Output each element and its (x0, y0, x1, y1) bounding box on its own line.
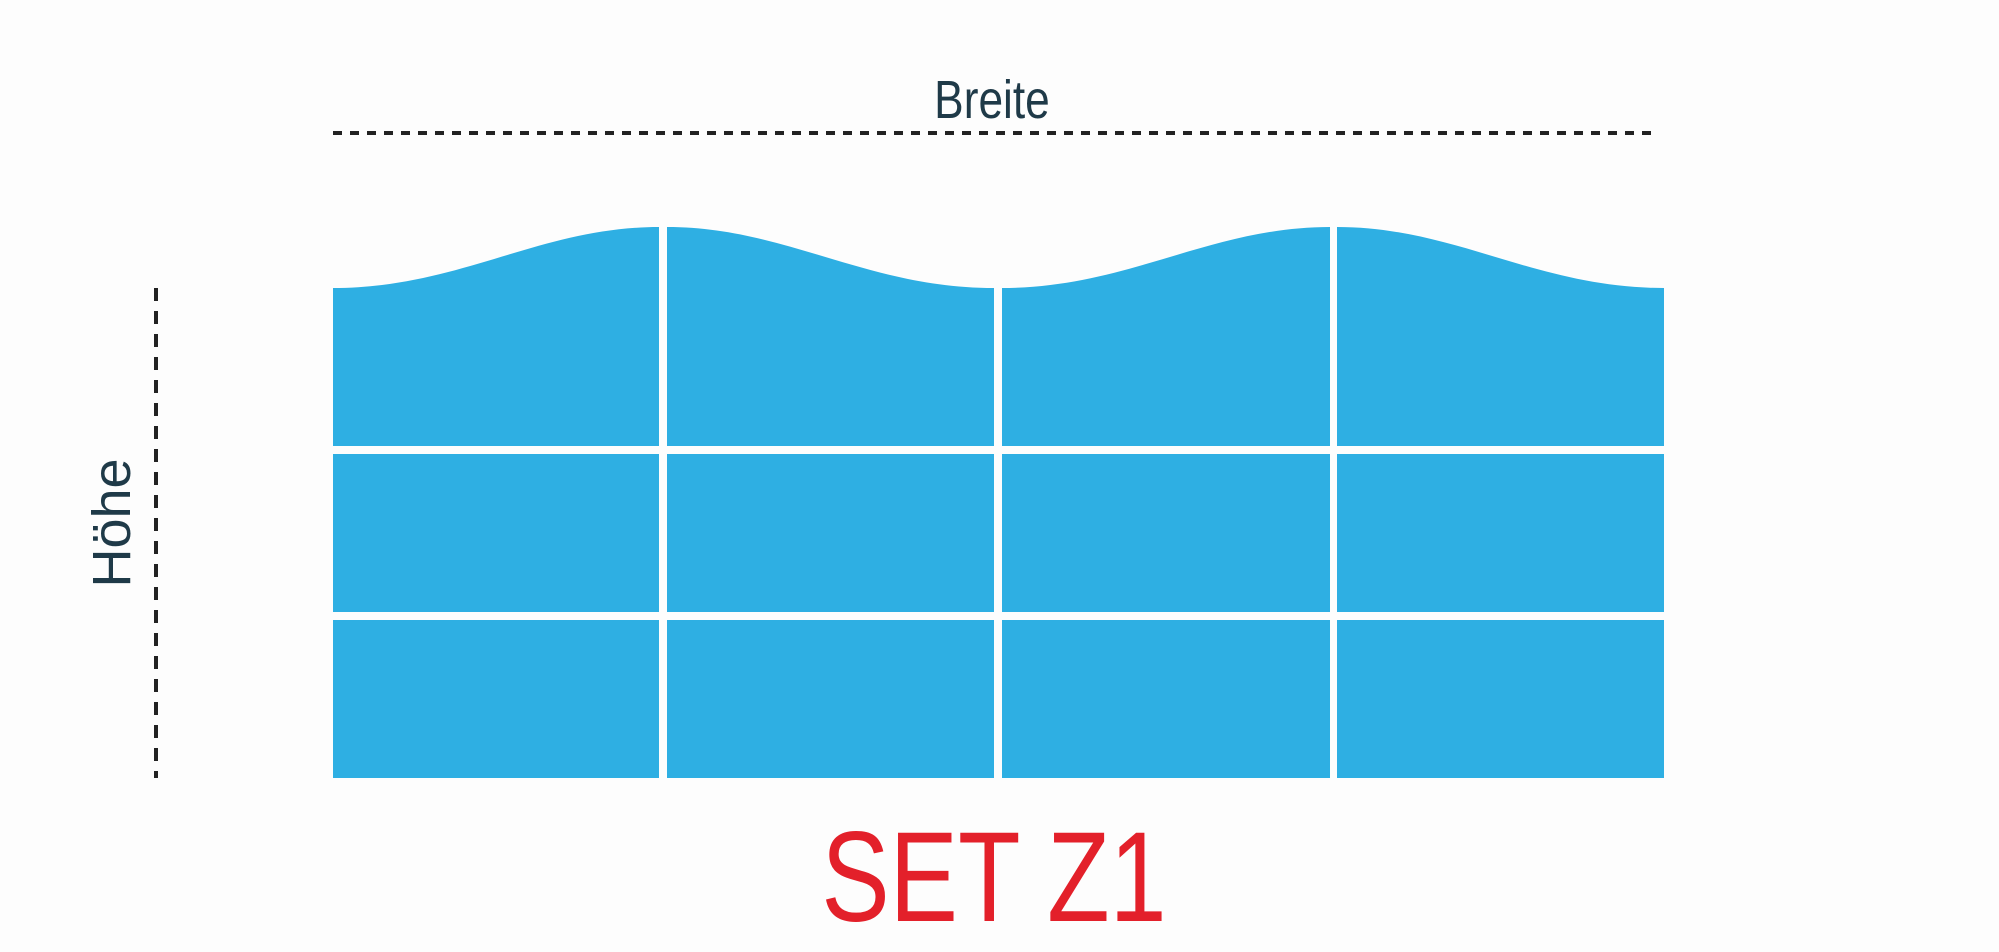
width-label: Breite (934, 70, 1050, 130)
panel-r3-c2 (667, 620, 994, 778)
panel-r3-c1 (333, 620, 659, 778)
height-label: Höhe (82, 458, 142, 587)
panel-r1-c1 (333, 227, 659, 446)
panel-r3-c4 (1337, 620, 1664, 778)
panel-r2-c1 (333, 454, 659, 612)
set-name-label: SET Z1 (821, 805, 1166, 949)
panel-r1-c4 (1337, 227, 1664, 446)
panel-r2-c3 (1002, 454, 1330, 612)
panel-r2-c2 (667, 454, 994, 612)
panel-r1-c3 (1002, 227, 1330, 446)
panel-grid (333, 227, 1664, 778)
panel-r1-c2 (667, 227, 994, 446)
panel-r3-c3 (1002, 620, 1330, 778)
panel-r2-c4 (1337, 454, 1664, 612)
